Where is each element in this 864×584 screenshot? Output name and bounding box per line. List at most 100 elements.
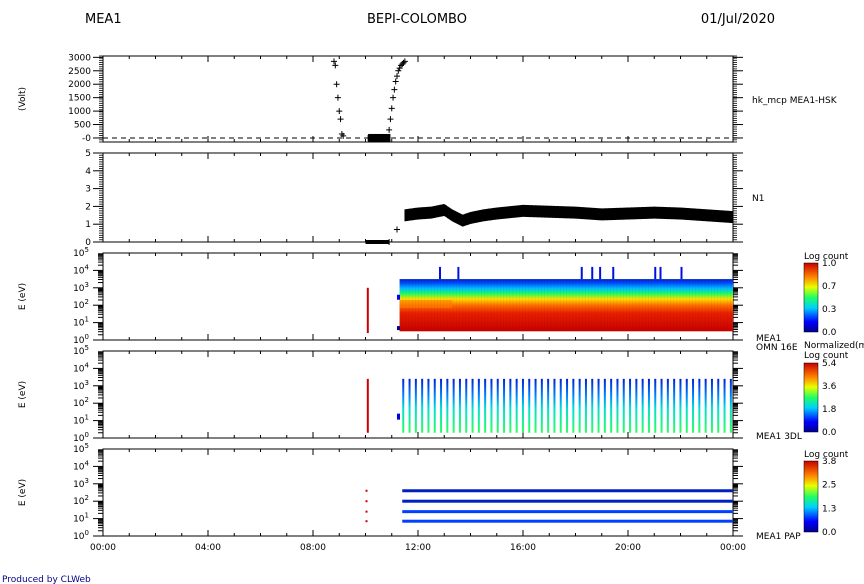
scan-bar <box>414 378 417 433</box>
panel-frame <box>102 448 734 537</box>
scan-bar <box>540 378 543 433</box>
log-tick-label: 104 <box>73 361 89 374</box>
y-tick-label: 2000 <box>68 80 91 90</box>
scan-bar <box>578 378 581 433</box>
scan-bar <box>698 378 701 433</box>
panel-1: -0 500 1000 1500 2000 2500 3000 (Volt) hk_mcp ME… <box>18 53 838 144</box>
x-tick-label: 00:00 <box>90 543 116 553</box>
scan-bar <box>421 378 424 433</box>
colorbar-title: Log count <box>804 450 849 460</box>
spike <box>580 266 583 280</box>
data-point <box>394 226 400 233</box>
scan-bar <box>566 378 569 433</box>
scan-bar <box>490 378 493 433</box>
scan-bar <box>509 378 512 433</box>
header-center: BEPI-COLOMBO <box>367 12 467 27</box>
panel-right-label: MEA1 3DL <box>756 432 802 442</box>
energy-trace <box>402 519 733 523</box>
colorbar-tick: 3.6 <box>822 382 837 392</box>
data-point <box>340 132 347 139</box>
y-tick-label: 2500 <box>68 67 91 77</box>
scan-bar <box>496 378 499 433</box>
colorbar-title: Log count <box>804 252 849 262</box>
scan-bar <box>458 378 461 433</box>
data-point <box>395 67 402 74</box>
red-marker <box>366 378 369 433</box>
scan-bar <box>503 378 506 433</box>
y-axis-label: E (eV) <box>18 479 28 506</box>
colorbar-tick: 1.8 <box>822 405 837 415</box>
colorbar-title: Normalized(max) <box>804 341 864 351</box>
red-dot <box>365 520 368 523</box>
data-point <box>331 58 337 65</box>
scan-bar <box>484 378 487 433</box>
y-tick-label: 4 <box>85 167 91 177</box>
spike <box>680 266 683 280</box>
data-point <box>397 62 404 69</box>
energy-trace <box>402 510 733 514</box>
colorbar-tick: 1.3 <box>822 504 836 514</box>
x-tick-label: 08:00 <box>300 543 326 553</box>
y-axis-label: E (eV) <box>18 381 28 408</box>
colorbar-tick: 0.7 <box>822 282 836 292</box>
log-tick-label: 102 <box>73 396 89 409</box>
colorbar-tick: 2.5 <box>822 481 836 491</box>
red-dot <box>365 510 368 513</box>
time-axis: 00:00 04:00 08:00 12:00 16:00 20:00 00:00 <box>90 543 746 553</box>
blue-mark <box>397 294 400 300</box>
colorbar-title: Log count <box>804 351 849 361</box>
scan-bar <box>559 378 562 433</box>
scan-bar <box>534 378 537 433</box>
panel-frame <box>102 55 734 143</box>
log-tick-label: 101 <box>73 316 89 329</box>
scan-bar <box>528 378 531 433</box>
x-tick-label: 12:00 <box>405 543 431 553</box>
scan-bar <box>521 378 524 433</box>
y-axis-label: E (eV) <box>18 283 28 310</box>
scan-bar <box>603 378 606 433</box>
y-tick-label: -0 <box>82 134 91 144</box>
scan-bar <box>710 378 713 433</box>
colorbar <box>803 362 819 433</box>
scan-bar <box>629 378 632 433</box>
blue-mark <box>397 413 400 420</box>
colorbar-tick: 3.8 <box>822 457 837 467</box>
spike <box>457 266 460 280</box>
panel-frame <box>102 350 734 439</box>
panel-right-label: MEA1 PAP <box>756 532 801 542</box>
data-point <box>386 126 393 133</box>
scan-bar <box>446 378 449 433</box>
panel-right-label: N1 <box>752 194 764 204</box>
data-point <box>334 94 341 101</box>
spike <box>659 266 662 280</box>
enhancement-region <box>399 299 453 308</box>
omn-spectrogram-band <box>399 279 733 332</box>
scan-bar <box>622 378 625 433</box>
scan-bar <box>547 378 550 433</box>
scan-bar <box>616 378 619 433</box>
y-tick-label: 2 <box>85 202 91 212</box>
y-axis-label: (Volt) <box>18 87 28 111</box>
colorbar-tick: 5.4 <box>822 359 837 369</box>
scan-bar <box>477 378 480 433</box>
blue-mark <box>397 326 400 331</box>
log-tick-label: 103 <box>73 379 89 392</box>
scan-bar <box>673 378 676 433</box>
data-point <box>336 108 343 115</box>
scan-bar <box>654 378 657 433</box>
scan-bar <box>591 378 594 433</box>
y-tick-label: 3 <box>85 185 91 195</box>
scan-bar <box>465 378 468 433</box>
red-dot <box>365 500 368 503</box>
spike <box>599 266 602 280</box>
scan-bar <box>433 378 436 433</box>
data-point <box>392 78 399 85</box>
scan-bar <box>572 378 575 433</box>
colorbar-tick: 0.0 <box>822 428 837 438</box>
scan-bar <box>553 378 556 433</box>
x-tick-label: 04:00 <box>195 543 221 553</box>
x-tick-label: 20:00 <box>615 543 641 553</box>
data-point <box>387 116 394 123</box>
